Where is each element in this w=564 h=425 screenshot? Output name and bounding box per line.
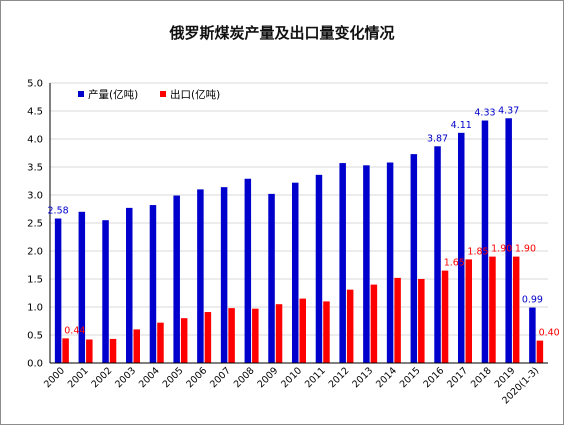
bar — [244, 178, 252, 363]
bar — [252, 308, 259, 363]
y-tick-label: 0.0 — [27, 359, 43, 370]
bars — [54, 118, 544, 364]
bar — [536, 340, 544, 363]
x-tick-label: 2010 — [279, 365, 304, 390]
bar — [505, 118, 512, 363]
x-tick-label: 2016 — [422, 365, 447, 390]
bar — [346, 289, 354, 363]
bar — [86, 339, 93, 363]
data-label: 0.44 — [64, 325, 85, 336]
data-label: 0.99 — [522, 295, 543, 306]
bar — [394, 277, 401, 363]
bar — [292, 182, 299, 363]
data-label: 4.37 — [498, 105, 519, 116]
bar — [363, 165, 370, 363]
data-label: 4.33 — [474, 108, 495, 119]
bar — [410, 154, 418, 363]
x-tick-label: 2012 — [327, 365, 352, 390]
data-label: 3.87 — [427, 133, 448, 144]
bar — [62, 338, 69, 363]
legend: 产量(亿吨) 出口(亿吨) — [78, 88, 220, 101]
x-tick-label: 2004 — [137, 365, 162, 390]
y-tick-label: 1.5 — [27, 275, 43, 286]
bar — [54, 218, 62, 363]
x-tick-label: 2009 — [256, 365, 281, 390]
bar — [180, 318, 188, 363]
bar — [441, 270, 449, 363]
bar — [434, 146, 441, 363]
x-tick-label: 2015 — [398, 365, 423, 390]
y-tick-label: 5.0 — [27, 79, 43, 90]
data-label: 1.65 — [444, 258, 465, 269]
bar — [149, 205, 157, 363]
x-tick-label: 2005 — [161, 365, 186, 390]
y-tick-label: 4.0 — [27, 135, 43, 146]
bar — [126, 207, 133, 363]
bar — [268, 193, 275, 363]
x-tick-label: 2011 — [303, 365, 328, 390]
data-label: 1.90 — [515, 244, 536, 255]
grid-lines — [50, 82, 548, 336]
data-label: 2.58 — [48, 206, 69, 217]
x-tick-label: 2002 — [90, 365, 115, 390]
x-tick-label: 2014 — [374, 365, 399, 390]
legend-swatch — [78, 91, 84, 97]
bar — [220, 187, 228, 363]
data-labels: 2.58 0.44 3.87 1.65 4.11 1.85 4.33 1.90 4.37 1.90… — [48, 105, 560, 338]
bar — [386, 162, 394, 363]
y-tick-label: 1.0 — [27, 303, 43, 314]
bar — [315, 174, 323, 363]
chart-title: 俄罗斯煤炭产量及出口量变化情况 — [169, 24, 395, 42]
legend-label: 出口(亿吨) — [170, 88, 220, 101]
x-tick-label: 2013 — [350, 365, 375, 390]
legend-swatch — [160, 91, 166, 97]
bar — [299, 298, 306, 363]
bar — [157, 322, 164, 363]
x-tick-label: 2001 — [66, 365, 91, 390]
data-label: 0.40 — [539, 328, 560, 339]
data-label: 4.11 — [451, 120, 472, 131]
bar — [323, 301, 330, 363]
y-tick-label: 2.5 — [27, 219, 43, 230]
x-tick-label: 2003 — [113, 365, 138, 390]
bar — [458, 132, 465, 363]
y-tick-label: 2.0 — [27, 247, 43, 258]
bar — [529, 307, 536, 363]
x-tick-label: 2007 — [208, 365, 233, 390]
x-tick-label: 2017 — [445, 365, 470, 390]
y-tick-label: 0.5 — [27, 331, 43, 342]
legend-label: 产量(亿吨) — [88, 88, 138, 101]
x-tick-label: 2008 — [232, 365, 257, 390]
bar — [481, 120, 489, 364]
bar — [133, 329, 140, 363]
x-tick-label: 2018 — [469, 365, 494, 390]
x-tick-label: 2006 — [184, 365, 209, 390]
y-tick-label: 3.0 — [27, 191, 43, 202]
bar — [197, 189, 204, 363]
bar — [465, 259, 472, 363]
bar — [418, 279, 425, 363]
bar — [370, 284, 378, 363]
bar — [173, 195, 180, 363]
data-label: 1.85 — [467, 246, 488, 257]
bar — [512, 256, 520, 363]
y-tick-label: 3.5 — [27, 163, 43, 174]
bar — [228, 308, 235, 363]
bar — [204, 312, 212, 363]
x-tick-label: 2000 — [42, 365, 67, 390]
bar — [339, 163, 346, 363]
bar — [102, 220, 109, 363]
bar — [275, 304, 283, 363]
bar — [109, 338, 117, 363]
bar — [78, 211, 86, 363]
y-tick-label: 4.5 — [27, 107, 43, 118]
data-label: 1.90 — [491, 244, 512, 255]
bar — [489, 256, 496, 363]
